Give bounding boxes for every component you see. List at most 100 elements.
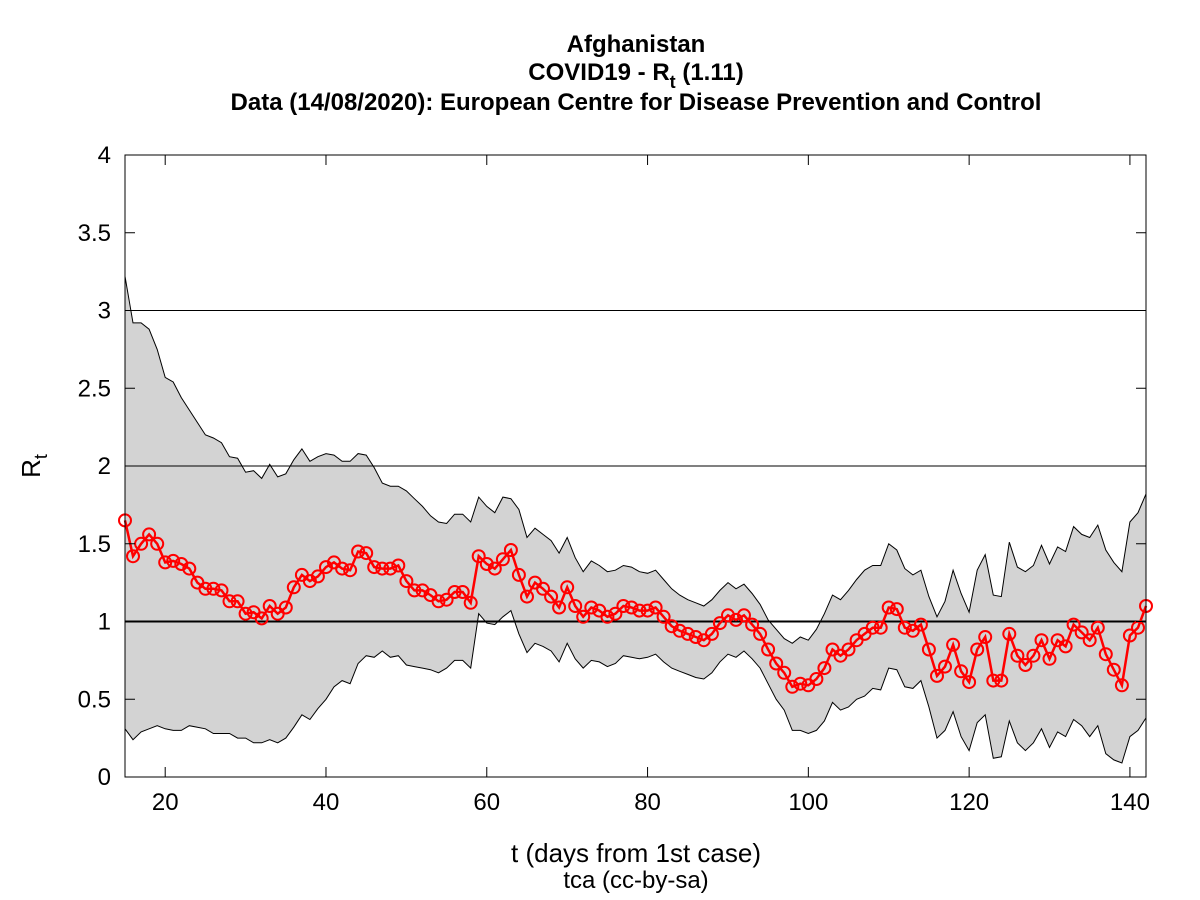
- rt-data-point: [520, 589, 534, 604]
- rt-data-point: [672, 623, 687, 638]
- rt-data-point: [262, 599, 277, 613]
- y-axis-label-text: Rt: [16, 454, 51, 478]
- x-axis-label: t (days from 1st case): [511, 838, 761, 868]
- rt-data-point: [367, 560, 382, 575]
- rt-data-point: [214, 583, 229, 598]
- rt-data-point: [817, 661, 832, 676]
- y-tick-label: 1: [98, 609, 111, 636]
- rt-data-point: [737, 608, 751, 623]
- rt-data-point: [431, 594, 446, 609]
- rt-data-point: [785, 679, 800, 694]
- rt-data-point: [206, 581, 221, 596]
- rt-data-point: [568, 599, 583, 613]
- rt-data-point: [198, 581, 213, 596]
- rt-data-point: [745, 617, 760, 632]
- rt-data-point: [254, 611, 269, 626]
- rt-data-point: [930, 668, 944, 683]
- rt-data-point: [343, 563, 358, 578]
- rt-data-point: [632, 603, 647, 618]
- rt-data-point: [986, 673, 1001, 688]
- rt-data-point: [310, 569, 325, 584]
- chart-title-source: Data (14/08/2020): European Centre for D…: [231, 89, 1042, 116]
- rt-data-point: [769, 656, 784, 671]
- rt-data-point: [552, 600, 567, 615]
- rt-data-point: [688, 630, 703, 644]
- y-axis-label: Rt: [16, 454, 51, 478]
- rt-data-point: [777, 665, 792, 680]
- rt-data-point: [584, 600, 599, 615]
- rt-data-point: [761, 642, 776, 657]
- rt-data-point: [455, 585, 470, 599]
- rt-data-point: [978, 630, 993, 644]
- rt-data-point: [1106, 662, 1121, 677]
- rt-data-point: [897, 620, 912, 635]
- rt-data-point: [793, 676, 808, 691]
- credit-label: tca (cc-by-sa): [563, 867, 708, 894]
- x-ticks-layer: 20 40 60 80 100 120 140: [152, 155, 1150, 816]
- rt-data-point: [656, 609, 671, 624]
- reference-lines-layer: [125, 310, 1146, 623]
- rt-data-point: [238, 606, 253, 621]
- y-tick-label: 3: [98, 298, 111, 325]
- rt-data-point: [447, 585, 462, 599]
- rt-data-point: [1026, 648, 1041, 663]
- x-tick-label: 120: [949, 789, 989, 816]
- y-axis-label-main: R: [16, 459, 46, 478]
- y-tick-label: 4: [98, 142, 111, 169]
- chart-title-metric-prefix: COVID19 - R: [528, 59, 669, 86]
- confidence-band-fill: [125, 276, 1146, 763]
- y-tick-label: 3.5: [78, 220, 111, 247]
- rt-data-point: [166, 553, 181, 568]
- rt-data-point: [158, 555, 173, 570]
- series-layer: [118, 513, 1153, 694]
- y-tick-label: 0.5: [78, 686, 111, 713]
- rt-data-point: [142, 527, 157, 542]
- rt-data-point: [182, 561, 197, 576]
- rt-data-point: [938, 659, 952, 674]
- confidence-band-upper-edge: [124, 276, 1147, 644]
- rt-data-point: [1018, 658, 1033, 672]
- rt-data-point: [560, 580, 575, 595]
- rt-data-point: [1002, 626, 1017, 641]
- rt-data-point: [544, 589, 559, 604]
- rt-data-point: [335, 561, 350, 576]
- rt-data-point: [608, 606, 623, 621]
- rt-data-point: [640, 603, 655, 618]
- rt-data-point: [511, 567, 526, 582]
- y-tick-label: 0: [98, 764, 111, 791]
- rt-data-point: [230, 594, 245, 609]
- x-tick-label: 80: [634, 789, 661, 816]
- rt-data-point: [970, 642, 985, 657]
- y-tick-label: 2.5: [78, 375, 111, 402]
- rt-data-point: [536, 581, 550, 596]
- rt-data-point: [463, 595, 478, 610]
- rt-data-point: [994, 673, 1009, 688]
- chart-title-metric-suffix: (1.11): [676, 59, 744, 86]
- rt-data-point: [1042, 651, 1057, 666]
- rt-data-point: [407, 583, 422, 598]
- rt-data-point: [1114, 678, 1129, 693]
- rt-data-point: [383, 561, 398, 576]
- rt-data-point: [809, 672, 824, 686]
- rt-data-point: [391, 558, 406, 573]
- x-tick-label: 40: [313, 789, 340, 816]
- x-tick-label: 100: [788, 789, 828, 816]
- rt-data-point: [680, 626, 695, 641]
- rt-data-point: [1098, 647, 1113, 662]
- confidence-band-lower-edge: [124, 609, 1147, 764]
- rt-data-point: [712, 616, 727, 631]
- rt-data-point: [962, 675, 977, 690]
- rt-data-point: [889, 602, 904, 617]
- rt-data-point: [881, 600, 896, 615]
- rt-data-point: [865, 620, 880, 635]
- rt-data-point: [1066, 617, 1081, 632]
- rt-data-point: [648, 600, 663, 615]
- rt-data-point: [873, 620, 888, 635]
- y-ticks-layer: 0 0.5 1 1.5 2 2.5 3 3.5 4: [78, 142, 1146, 791]
- rt-data-point: [704, 626, 719, 641]
- rt-data-point: [134, 536, 149, 551]
- rt-data-point: [222, 594, 237, 609]
- rt-data-point: [278, 600, 293, 615]
- rt-data-point: [600, 609, 615, 624]
